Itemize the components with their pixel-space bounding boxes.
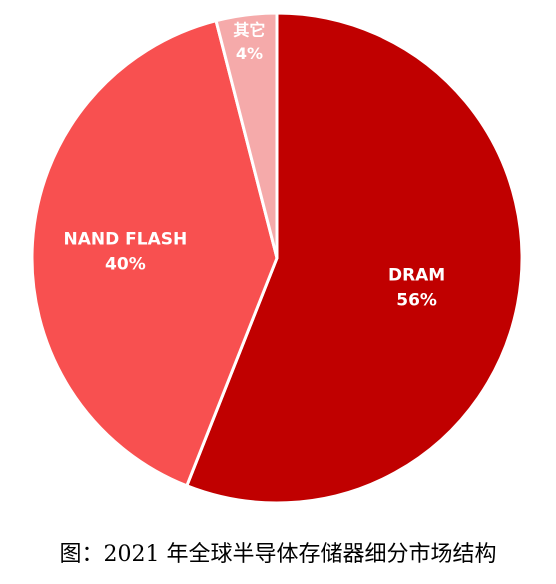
pie-slices <box>30 11 524 505</box>
slice-value-1: 56% <box>396 291 437 311</box>
pie-chart: DRAM 56% NAND FLASH 40% 其它 4% <box>30 11 524 505</box>
slice-label-3: 其它 <box>233 20 265 39</box>
slice-value-2: 40% <box>105 255 146 275</box>
figure-caption: 图：2021 年全球半导体存储器细分市场结构 <box>59 542 497 567</box>
pie-slice-2 <box>30 19 279 488</box>
pie-slice-1 <box>185 11 524 505</box>
slice-value-3: 4% <box>236 44 263 63</box>
slice-label-1: DRAM <box>388 266 445 286</box>
slice-label-2: NAND FLASH <box>64 230 188 250</box>
pie-slice-3 <box>214 11 279 260</box>
pie-labels: DRAM 56% NAND FLASH 40% 其它 4% <box>64 20 446 310</box>
